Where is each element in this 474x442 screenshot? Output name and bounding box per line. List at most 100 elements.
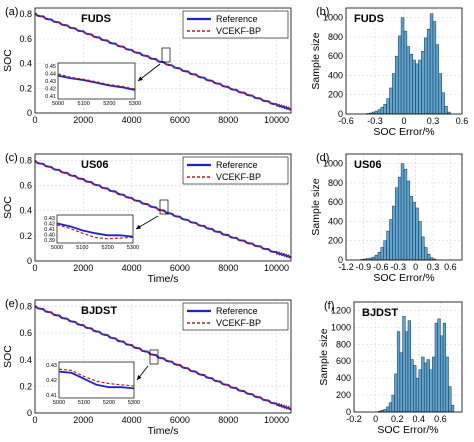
histogram-bar	[415, 207, 419, 261]
y-tick-label: 600	[328, 197, 343, 207]
panel-label: (d)	[316, 152, 329, 164]
axes-frame	[345, 7, 463, 115]
y-tick-label: 0.6	[19, 180, 32, 190]
soc-panel-1: 0 2000 4000 6000 8000 10000 0 0.2 0.4 0.6 0.8 US06 (…	[2, 152, 292, 285]
histogram-bar	[374, 110, 379, 115]
histogram-bar	[450, 404, 455, 413]
y-tick-label: 600	[328, 51, 343, 61]
x-tick-label: 2000	[73, 263, 93, 273]
histogram-bar	[424, 37, 428, 115]
x-tick-label: 2000	[73, 415, 93, 425]
y-tick-label: 400	[328, 70, 343, 80]
histogram-bar	[395, 55, 399, 115]
histogram-bar	[435, 44, 440, 115]
histogram-bar	[423, 362, 428, 413]
inset-y-tick-label: 0.42	[44, 222, 55, 228]
histogram-bar	[389, 219, 393, 261]
legend-label-estimate: VCEKF-BP	[216, 26, 261, 36]
zoom-region-marker	[159, 199, 169, 215]
histogram-bar	[421, 236, 425, 261]
inset-y-tick-label: 0.41	[45, 94, 56, 100]
histogram-bar	[377, 252, 382, 261]
series-estimate-line	[34, 12, 292, 110]
zoom-arrowhead	[136, 224, 141, 229]
histogram-bar	[397, 176, 402, 261]
x-tick-label: 0	[401, 116, 406, 126]
y-axis-label: SOC	[2, 345, 14, 368]
histogram-bar	[415, 63, 419, 115]
y-axis-label: SOC	[2, 49, 14, 72]
soc-panel-2: 0 2000 4000 6000 8000 10000 0 0.2 0.4 0.6 0.8 BJDST…	[2, 298, 292, 437]
histogram-bar	[438, 73, 442, 115]
histogram-bar	[426, 28, 431, 115]
y-tick-label: 0.8	[19, 9, 32, 19]
histogram-bar	[406, 180, 411, 261]
x-tick-label: 0.3	[427, 262, 440, 272]
histogram-bar	[403, 169, 408, 261]
x-tick-label: 0.3	[427, 116, 440, 126]
legend-label-reference: Reference	[216, 14, 258, 24]
histogram-bar	[448, 386, 452, 413]
zoom-inset: 5000 5100 5200 5300 0.43 0.42 0.41	[46, 361, 140, 406]
inset-frame	[57, 62, 136, 100]
x-tick-label: 10000	[264, 263, 289, 273]
y-tick-label: 0.4	[19, 355, 32, 365]
inset-y-tick-label: 0.42	[45, 87, 56, 93]
histogram-bar	[437, 318, 441, 413]
inset-y-tick-label: 0.39	[44, 238, 55, 244]
histogram-bar	[396, 331, 401, 413]
histogram-bar	[442, 322, 447, 413]
panel-label: (c)	[5, 152, 18, 164]
y-tick-label: 200	[328, 236, 343, 246]
histogram-bar	[399, 352, 403, 413]
histogram-bar	[386, 98, 390, 115]
histogram-bar	[380, 247, 384, 261]
y-tick-label: 0.8	[19, 302, 32, 312]
histogram-bar	[429, 13, 434, 115]
histogram-bar	[432, 356, 436, 413]
histogram-bar	[405, 331, 409, 413]
x-axis-label: Time/s	[147, 273, 178, 285]
chart-title: US06	[81, 159, 109, 171]
inset-reference-line	[57, 74, 136, 91]
histogram-bar	[388, 402, 393, 413]
panel-label: (f)	[324, 300, 334, 312]
inset-y-tick-label: 0.45	[45, 64, 56, 70]
histogram-bar	[409, 54, 413, 115]
x-tick-label: -0.6	[338, 116, 354, 126]
inset-x-tick-label: 5100	[78, 400, 90, 406]
histogram-bar	[432, 21, 437, 115]
x-tick-label: 0.4	[413, 414, 426, 424]
axes-frame	[34, 7, 292, 114]
y-tick-label: 0	[27, 408, 32, 418]
axes-frame	[34, 153, 292, 262]
x-axis-label: SOC Error/%	[377, 424, 438, 436]
y-tick-label: 0	[338, 109, 343, 119]
zoom-arrowhead	[138, 76, 143, 81]
legend-label-reference: Reference	[216, 306, 258, 316]
y-tick-label: 0	[346, 407, 351, 417]
histogram-bar	[403, 30, 408, 115]
panel-label: (b)	[316, 6, 329, 18]
y-tick-label: 0.2	[19, 83, 32, 93]
x-tick-label: 0.6	[434, 414, 447, 424]
histogram-bar	[445, 356, 449, 413]
zoom-arrowhead	[137, 375, 142, 380]
y-axis-label: Sample size	[310, 178, 322, 235]
histogram-bar	[386, 230, 390, 261]
y-tick-label: 0.6	[19, 34, 32, 44]
y-axis-label: SOC	[2, 196, 14, 219]
y-tick-label: 0.6	[19, 328, 32, 338]
x-tick-label: -0.6	[373, 262, 389, 272]
histogram-bar	[400, 163, 405, 261]
histogram-bar	[383, 240, 387, 261]
inset-estimate-line	[56, 224, 134, 240]
x-tick-label: 0	[373, 414, 378, 424]
x-tick-label: 0.6	[456, 116, 469, 126]
inset-x-tick-label: 5100	[78, 101, 90, 107]
legend-label-estimate: VCEKF-BP	[216, 172, 261, 182]
inset-reference-line	[56, 222, 134, 238]
inset-x-tick-label: 5300	[128, 400, 140, 406]
